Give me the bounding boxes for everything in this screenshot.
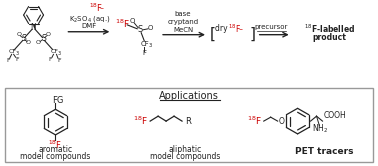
Text: COOH: COOH [324,111,346,120]
Text: $^{-}$: $^{-}$ [99,6,105,12]
Text: R: R [185,117,191,126]
Text: K$_2$SO$_4$ (aq.): K$_2$SO$_4$ (aq.) [69,14,110,24]
Text: FG: FG [52,96,63,105]
Text: $^{18}$F: $^{18}$F [48,138,63,151]
Text: dry: dry [215,24,230,33]
Text: Applications: Applications [159,91,219,101]
Text: ]: ] [250,27,256,42]
Text: CF: CF [9,49,17,54]
Text: product: product [313,33,346,42]
Text: F: F [7,58,11,63]
Text: model compounds: model compounds [150,152,220,161]
Text: O: O [16,32,21,37]
Text: S: S [138,25,143,34]
Text: S: S [21,34,26,43]
Text: MeCN: MeCN [173,27,193,33]
Text: DMF: DMF [82,23,97,29]
Text: O: O [36,40,41,45]
Text: $^{18}$F: $^{18}$F [133,115,148,127]
Text: aromatic: aromatic [39,145,73,154]
Text: aliphatic: aliphatic [168,145,201,154]
Text: O: O [46,32,51,37]
Text: CF: CF [51,49,59,54]
Text: F: F [49,57,52,62]
Text: $^{-}$: $^{-}$ [238,27,243,33]
Text: 3: 3 [15,51,19,56]
Text: O: O [279,117,285,126]
Text: F: F [142,50,146,56]
Text: S: S [41,34,46,43]
Text: model compounds: model compounds [20,152,91,161]
Text: N: N [31,23,36,32]
Text: F: F [58,58,61,63]
Text: $^{18}$F: $^{18}$F [89,2,104,14]
Text: [: [ [210,27,216,42]
Text: F: F [16,57,19,62]
Text: PET tracers: PET tracers [295,147,354,156]
Text: NH$_2$: NH$_2$ [313,123,328,135]
Text: 3: 3 [57,51,60,56]
Text: base: base [175,11,191,17]
Text: $^{18}$F: $^{18}$F [247,115,262,127]
Text: $^{18}$F-labelled: $^{18}$F-labelled [304,23,355,35]
Text: O: O [26,40,31,45]
Text: precursor: precursor [254,24,287,30]
Text: O: O [130,18,135,24]
Text: cryptand: cryptand [167,19,198,25]
Text: O: O [147,25,153,31]
Text: $^{18}$F: $^{18}$F [228,23,241,35]
Text: $^{18}$F: $^{18}$F [115,18,130,30]
Bar [5,88,373,162]
Text: 3: 3 [149,43,152,48]
Text: CF: CF [141,41,150,46]
